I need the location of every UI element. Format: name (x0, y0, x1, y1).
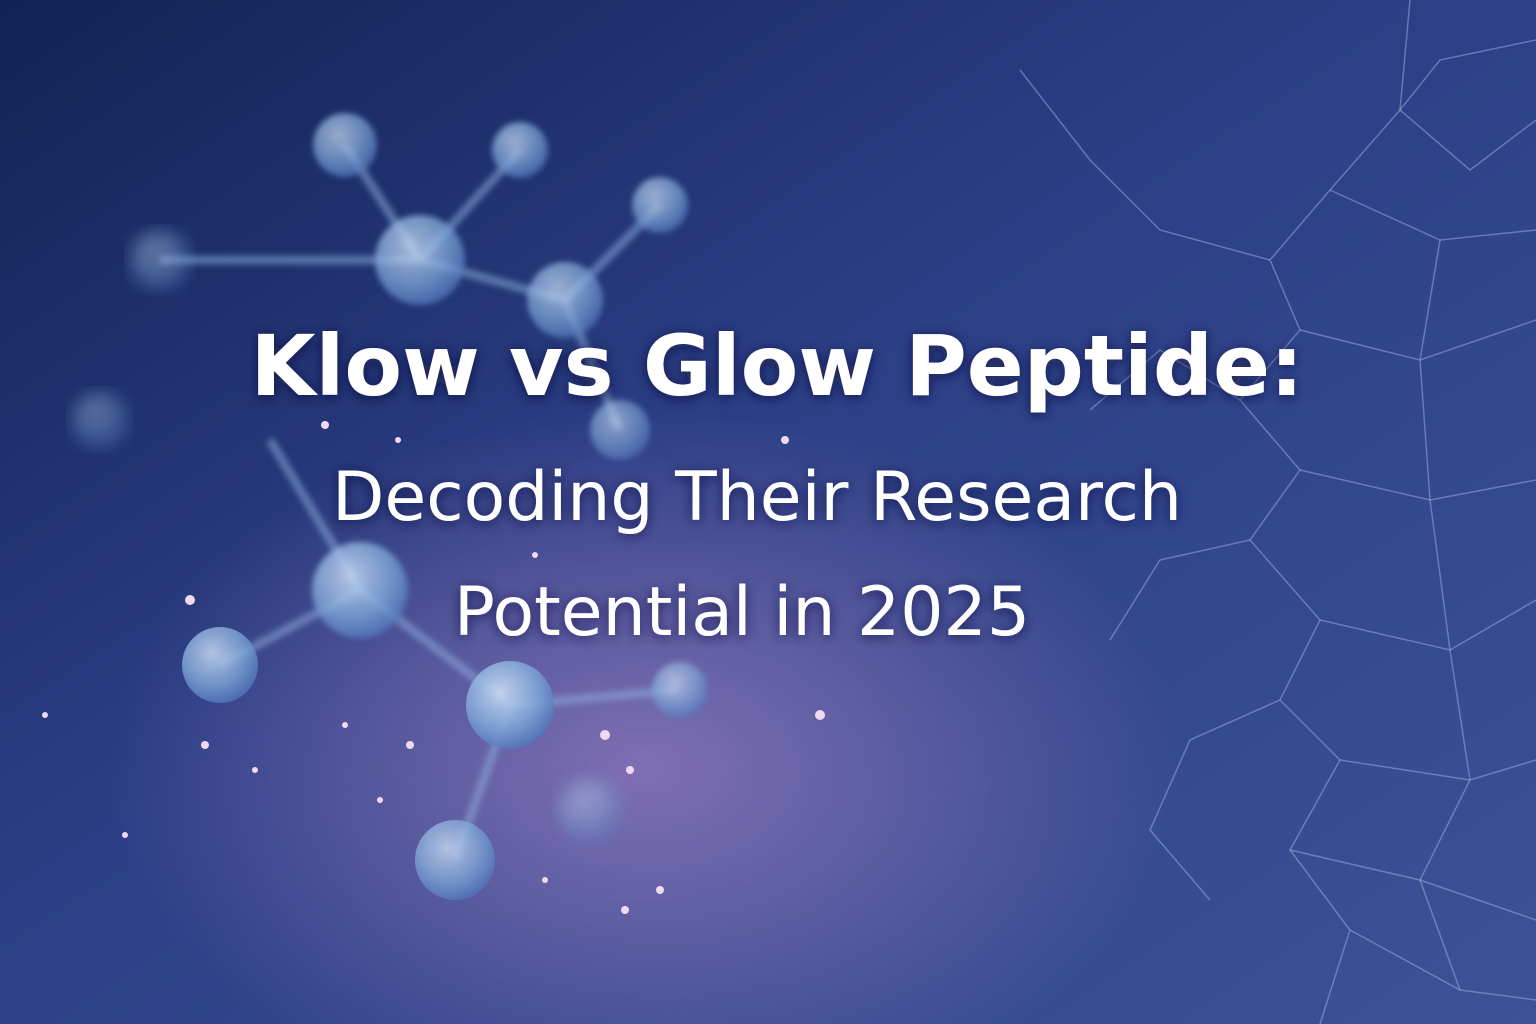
atom (466, 661, 554, 749)
atom (527, 262, 603, 338)
particles (42, 421, 825, 914)
atom (72, 392, 128, 448)
atom (590, 400, 650, 460)
molecule-atoms (72, 113, 708, 900)
atom (313, 113, 377, 177)
atom (415, 820, 495, 900)
subtitle-line: Decoding Their Research (332, 458, 1182, 537)
title: Klow vs Glow Peptide: (250, 317, 1303, 415)
atom (130, 230, 190, 290)
headline: Klow vs Glow Peptide: Decoding Their Res… (250, 317, 1303, 652)
atom (632, 177, 688, 233)
network (1019, 0, 1536, 1024)
atom (558, 778, 622, 842)
atom (312, 542, 408, 638)
atom (652, 662, 708, 718)
subtitle-line: Potential in 2025 (454, 573, 1030, 652)
atom (492, 122, 548, 178)
atom (375, 215, 465, 305)
atom (182, 627, 258, 703)
